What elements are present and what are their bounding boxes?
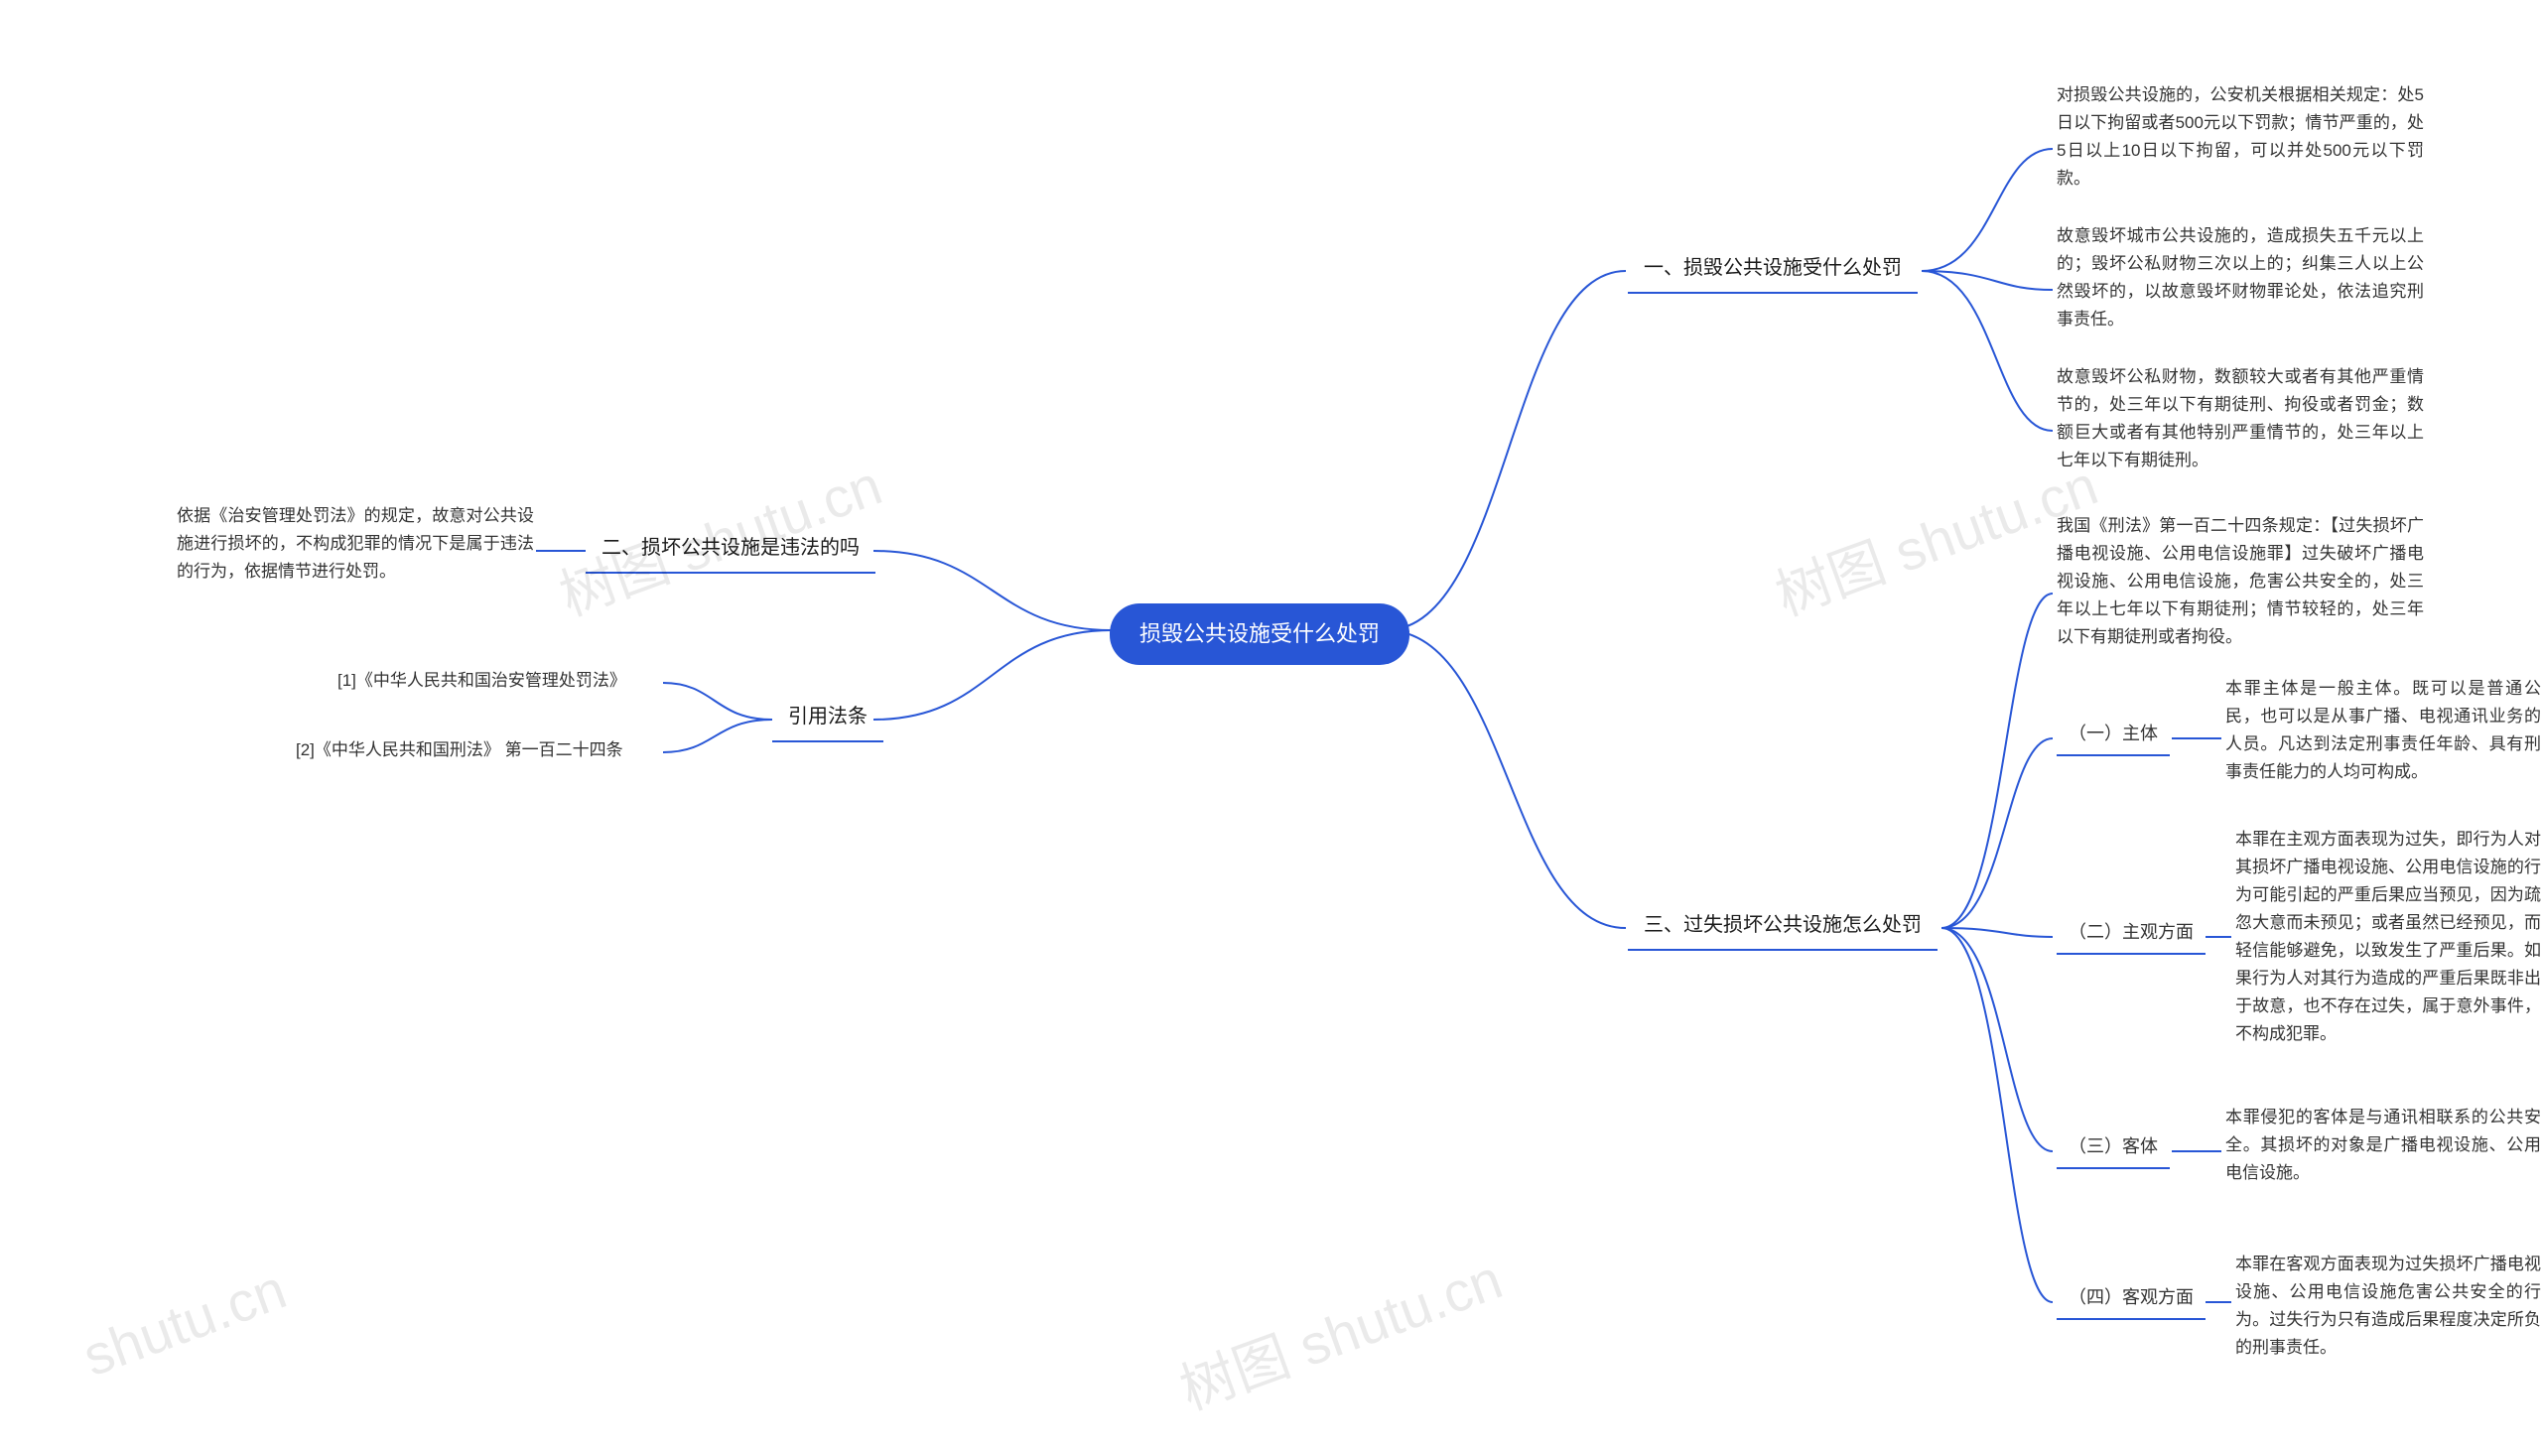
branch-l2[interactable]: 二、损坏公共设施是违法的吗 — [586, 525, 875, 574]
mindmap-canvas: 损毁公共设施受什么处罚 一、损毁公共设施受什么处罚 对损毁公共设施的，公安机关根… — [0, 0, 2541, 1456]
branch-r3[interactable]: 三、过失损坏公共设施怎么处罚 — [1628, 902, 1938, 951]
leaf-r1-0: 对损毁公共设施的，公安机关根据相关规定：处5日以下拘留或者500元以下罚款；情节… — [2057, 81, 2424, 193]
leaf-cite-0: [1]《中华人民共和国治安管理处罚法》 — [337, 667, 626, 695]
branch-r1[interactable]: 一、损毁公共设施受什么处罚 — [1628, 245, 1918, 294]
leaf-l2: 依据《治安管理处罚法》的规定，故意对公共设施进行损坏的，不构成犯罪的情况下是属于… — [177, 502, 534, 586]
leaf-r3-1: 本罪在主观方面表现为过失，即行为人对其损坏广播电视设施、公用电信设施的行为可能引… — [2235, 826, 2541, 1048]
branch-cite[interactable]: 引用法条 — [772, 694, 883, 742]
leaf-r3-3: 本罪在客观方面表现为过失损坏广播电视设施、公用电信设施危害公共安全的行为。过失行… — [2235, 1251, 2541, 1362]
watermark: shutu.cn — [74, 1257, 294, 1389]
sub-r3-3[interactable]: （四）客观方面 — [2057, 1278, 2206, 1320]
leaf-r3-2: 本罪侵犯的客体是与通讯相联系的公共安全。其损坏的对象是广播电视设施、公用电信设施… — [2225, 1104, 2541, 1187]
sub-r3-0[interactable]: （一）主体 — [2057, 715, 2170, 756]
watermark: 树图 shutu.cn — [1763, 441, 2107, 631]
leaf-cite-1: [2]《中华人民共和国刑法》 第一百二十四条 — [296, 736, 623, 764]
center-node[interactable]: 损毁公共设施受什么处罚 — [1110, 603, 1409, 665]
leaf-r1-1: 故意毁坏城市公共设施的，造成损失五千元以上的；毁坏公私财物三次以上的；纠集三人以… — [2057, 222, 2424, 333]
sub-r3-2[interactable]: （三）客体 — [2057, 1127, 2170, 1169]
watermark: 树图 shutu.cn — [1167, 1235, 1512, 1425]
sub-r3-1[interactable]: （二）主观方面 — [2057, 913, 2206, 955]
leaf-r1-2: 故意毁坏公私财物，数额较大或者有其他严重情节的，处三年以下有期徒刑、拘役或者罚金… — [2057, 363, 2424, 474]
leaf-r3-top: 我国《刑法》第一百二十四条规定：【过失损坏广播电视设施、公用电信设施罪】过失破坏… — [2057, 512, 2424, 651]
leaf-r3-0: 本罪主体是一般主体。既可以是普通公民，也可以是从事广播、电视通讯业务的人员。凡达… — [2225, 675, 2541, 786]
